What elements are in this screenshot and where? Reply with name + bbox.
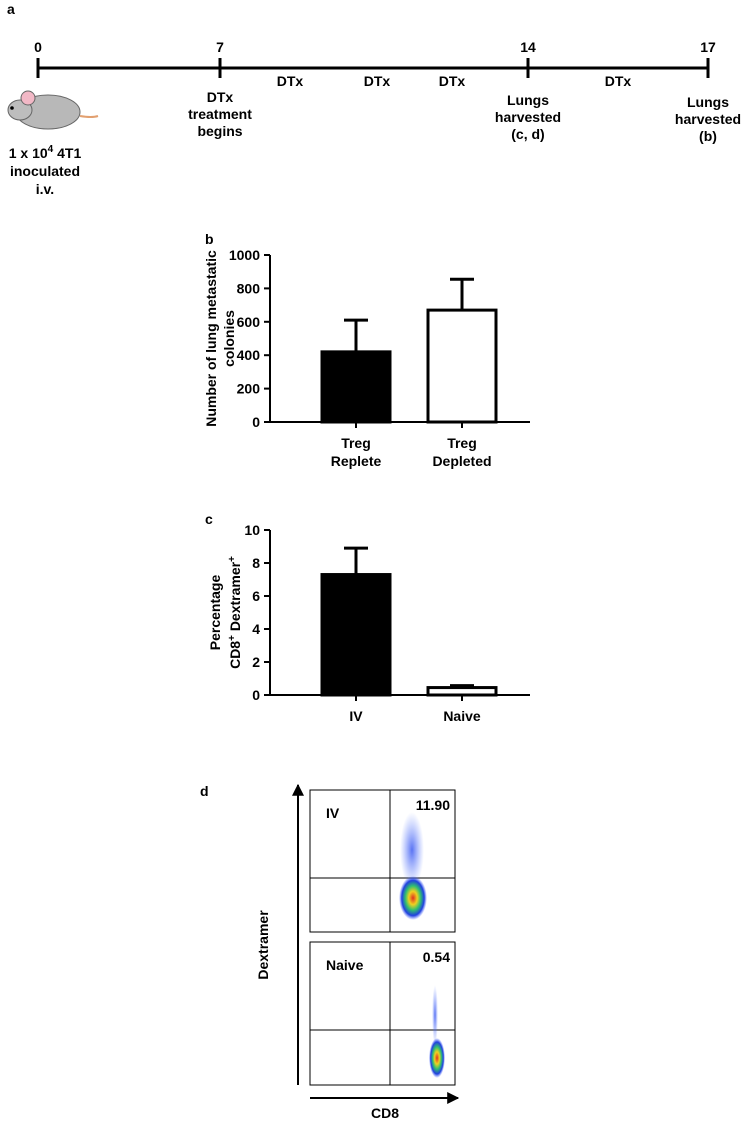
y-axis-label: colonies — [221, 310, 237, 367]
bar — [426, 308, 498, 424]
y-tick-label: 400 — [237, 347, 261, 363]
y-axis-label: Dextramer — [255, 910, 271, 980]
day-label: 0 — [34, 39, 42, 55]
panel-label: a — [7, 1, 15, 17]
event-label: treatment — [188, 106, 252, 122]
text-part: 1 x 10 — [9, 145, 48, 161]
y-axis-label: Number of lung metastatic — [203, 250, 219, 427]
gate-name: IV — [326, 805, 340, 821]
x-tick-label: Treg Depleted — [432, 435, 491, 469]
event-label: Lungs — [687, 94, 729, 110]
event-label: Lungs — [507, 92, 549, 108]
day-label: 7 — [216, 39, 224, 55]
event-label: harvested — [495, 109, 561, 125]
gate-name: Naive — [326, 957, 364, 973]
gate-percent: 0.54 — [423, 949, 450, 965]
x-axis-label: CD8 — [371, 1105, 399, 1121]
text-part: + — [227, 556, 238, 562]
y-tick-label: 6 — [252, 588, 260, 604]
event-label: (b) — [699, 128, 717, 144]
dot-cloud — [432, 985, 438, 1045]
y-tick-label: 0 — [252, 687, 260, 703]
bar — [426, 686, 498, 697]
text-part: Dextramer — [227, 561, 243, 635]
day-label: 14 — [520, 39, 536, 55]
inoculation-label: i.v. — [36, 181, 54, 197]
y-tick-label: 4 — [252, 621, 260, 637]
panel-label: b — [205, 231, 214, 247]
y-tick-label: 200 — [237, 381, 261, 397]
dose-label: DTx — [364, 73, 391, 89]
text-part: CD8 — [227, 641, 243, 669]
y-tick-label: 1000 — [229, 247, 260, 263]
event-label: DTx — [207, 89, 234, 105]
text-part: + — [227, 635, 238, 641]
y-axis-label: Percentage — [207, 575, 223, 651]
y-tick-label: 600 — [237, 314, 261, 330]
x-tick-label: Naive — [443, 708, 481, 724]
inoculation-label: inoculated — [10, 163, 80, 179]
gate-percent: 11.90 — [416, 797, 450, 813]
inoculation-label: 1 x 104 4T1 — [9, 144, 82, 161]
y-tick-label: 800 — [237, 280, 261, 296]
x-tick-label: IV — [349, 708, 363, 724]
text-part: 4T1 — [53, 145, 81, 161]
y-tick-label: 8 — [252, 555, 260, 571]
bar — [320, 573, 392, 697]
dot-cloud — [399, 876, 427, 920]
event-label: begins — [197, 123, 242, 139]
panel-label: d — [200, 783, 209, 799]
dose-label: DTx — [277, 73, 304, 89]
panel-label: c — [205, 511, 213, 527]
mouse-icon — [7, 90, 99, 130]
dose-label: DTx — [605, 73, 632, 89]
event-label: harvested — [675, 111, 741, 127]
x-tick-label: Treg Replete — [331, 435, 382, 469]
day-label: 17 — [700, 39, 716, 55]
dot-cloud — [400, 812, 424, 888]
dose-label: DTx — [439, 73, 466, 89]
y-tick-label: 0 — [252, 414, 260, 430]
text-part: 4 — [48, 144, 54, 155]
y-tick-label: 2 — [252, 654, 260, 670]
dot-cloud — [429, 1038, 445, 1078]
flow-plots — [309, 789, 456, 1086]
bar — [320, 350, 392, 424]
event-label: (c, d) — [511, 126, 544, 142]
y-axis-label: CD8+ Dextramer+ — [227, 556, 243, 669]
y-tick-label: 10 — [244, 522, 260, 538]
